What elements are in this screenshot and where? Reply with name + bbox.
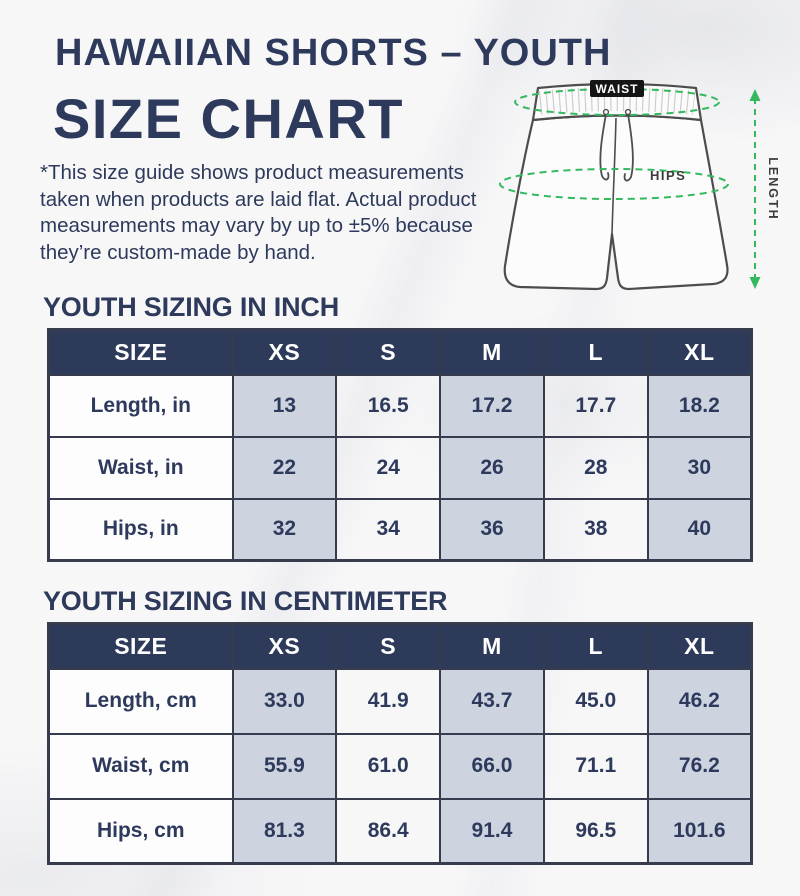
measurement-cell: 38 <box>542 497 649 562</box>
measurement-cell: 32 <box>231 497 338 562</box>
eyelet-right <box>624 108 632 116</box>
column-header-l: L <box>542 622 649 670</box>
waistband-ribbing <box>538 87 696 115</box>
disclaimer-text: *This size guide shows product measureme… <box>40 161 477 264</box>
measurement-cell: 30 <box>646 435 753 500</box>
column-header-size: SIZE <box>47 622 234 670</box>
measurement-cell: 61.0 <box>335 732 442 800</box>
measurement-cell: 24 <box>335 435 442 500</box>
column-header-xl: XL <box>646 328 753 376</box>
column-header-s: S <box>335 328 442 376</box>
table-row: Length, in 13 16.5 17.2 17.7 18.2 <box>47 373 753 438</box>
column-header-xs: XS <box>231 622 338 670</box>
measurement-cell: 96.5 <box>542 797 649 865</box>
waist-tag <box>590 80 644 97</box>
waist-tag-label: WAIST <box>596 82 639 96</box>
measurement-cell: 81.3 <box>231 797 338 865</box>
measurement-cell: 22 <box>231 435 338 500</box>
column-header-xl: XL <box>646 622 753 670</box>
measurement-cell: 40 <box>646 497 753 562</box>
measurement-cell: 86.4 <box>335 797 442 865</box>
row-label: Length, cm <box>47 667 234 735</box>
table-row: Hips, cm 81.3 86.4 91.4 96.5 101.6 <box>47 797 753 865</box>
measurement-cell: 101.6 <box>646 797 753 865</box>
column-header-m: M <box>439 622 545 670</box>
eyelet-left <box>602 108 610 116</box>
table-header-row: SIZE XS S M L XL <box>47 328 753 376</box>
measurement-cell: 33.0 <box>231 667 338 735</box>
measurement-cell: 46.2 <box>646 667 753 735</box>
section-title-centimeter: YOUTH SIZING IN CENTIMETER <box>43 586 448 616</box>
length-arrowhead-bottom <box>749 277 761 289</box>
page-subtitle: SIZE CHART <box>53 87 404 150</box>
row-label: Hips, in <box>47 497 234 562</box>
hips-measure-line <box>499 168 729 200</box>
measurement-cell: 28 <box>542 435 649 500</box>
table-row: Waist, cm 55.9 61.0 66.0 71.1 76.2 <box>47 732 753 800</box>
measurement-cell: 41.9 <box>335 667 442 735</box>
shorts-front-seam <box>611 117 617 235</box>
measurement-cell: 43.7 <box>439 667 545 735</box>
measurement-cell: 76.2 <box>646 732 753 800</box>
measurement-cell: 36 <box>439 497 545 562</box>
hips-label: HIPS <box>650 168 686 183</box>
table-row: Hips, in 32 34 36 38 40 <box>47 497 753 562</box>
measurement-cell: 66.0 <box>439 732 545 800</box>
measurement-cell: 91.4 <box>439 797 545 865</box>
size-table-centimeter: SIZE XS S M L XL Length, cm 33.0 41.9 43.7 45.0 46… <box>47 622 753 865</box>
row-label: Waist, cm <box>47 732 234 800</box>
measurement-cell: 71.1 <box>542 732 649 800</box>
row-label: Length, in <box>47 373 234 438</box>
measurement-cell: 55.9 <box>231 732 338 800</box>
measurement-cell: 17.7 <box>542 373 649 438</box>
column-header-xs: XS <box>231 328 338 376</box>
measurement-cell: 16.5 <box>335 373 442 438</box>
page-title: HAWAIIAN SHORTS – YOUTH <box>55 32 612 74</box>
measurement-cell: 17.2 <box>439 373 545 438</box>
row-label: Hips, cm <box>47 797 234 865</box>
length-label: LENGTH <box>766 157 780 220</box>
measurement-cell: 34 <box>335 497 442 562</box>
column-header-size: SIZE <box>47 328 234 376</box>
size-table-inch: SIZE XS S M L XL Length, in 13 16.5 17.2 17.7 18.2… <box>47 328 753 562</box>
measurement-cell: 26 <box>439 435 545 500</box>
shorts-diagram: WAIST HIPS LENGTH <box>498 74 796 304</box>
column-header-s: S <box>335 622 442 670</box>
table-row: Waist, in 22 24 26 28 30 <box>47 435 753 500</box>
row-label: Waist, in <box>47 435 234 500</box>
shorts-illustration: WAIST HIPS LENGTH <box>499 80 780 291</box>
measurement-cell: 18.2 <box>646 373 753 438</box>
measurement-cell: 13 <box>231 373 338 438</box>
column-header-l: L <box>542 328 649 376</box>
section-title-inch: YOUTH SIZING IN INCH <box>43 292 340 322</box>
measurement-cell: 45.0 <box>542 667 649 735</box>
drawstring-left <box>599 113 610 181</box>
drawstring-right <box>623 113 634 182</box>
length-arrowhead-top <box>749 89 761 101</box>
table-header-row: SIZE XS S M L XL <box>47 622 753 670</box>
table-row: Length, cm 33.0 41.9 43.7 45.0 46.2 <box>47 667 753 735</box>
shorts-body <box>503 114 729 291</box>
column-header-m: M <box>439 328 545 376</box>
